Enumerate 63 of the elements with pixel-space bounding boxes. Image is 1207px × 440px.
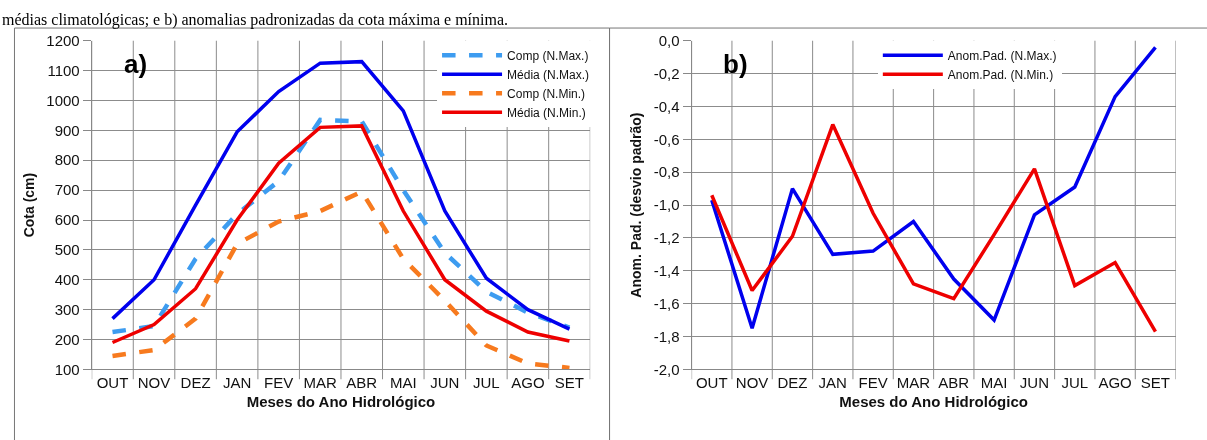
text: médias climatológicas; e b) anomalias padronizadas da cota máxima e mínima. [2, 11, 509, 29]
x-tick-label: AGO [1098, 374, 1132, 392]
y-tick-label: 700 [54, 181, 80, 199]
x-axis-title: Meses do Ano Hidrológico [246, 393, 436, 411]
y-tick-label: 800 [54, 151, 80, 169]
legend-label: Comp (N.Max.) [507, 48, 589, 63]
y-tick-label: 1000 [46, 91, 80, 109]
annotation: b) [723, 49, 748, 79]
x-tick-label: MAR [896, 374, 931, 392]
x-tick-label: MAI [389, 374, 417, 392]
y-tick-label: 0,0 [658, 31, 680, 49]
x-tick-label: JUL [1061, 374, 1089, 392]
line-series [110, 189, 572, 370]
y-tick-label: -1,0 [653, 196, 680, 214]
y-tick-label: 200 [54, 330, 80, 348]
y-tick-label: -1,4 [653, 262, 680, 280]
x-tick-label: FEV [264, 374, 294, 392]
legend-label: Anom.Pad. (N.Max.) [947, 48, 1057, 63]
x-tick-label: JAN [222, 374, 252, 392]
legend-label: Média (N.Min.) [507, 105, 586, 120]
x-tick-label: DEZ [180, 374, 211, 392]
x-tick-label: OUT [96, 374, 129, 392]
y-tick-label: -0,8 [653, 163, 680, 181]
annotation: a) [124, 49, 148, 79]
x-tick-label: JAN [818, 374, 847, 392]
line-series [710, 45, 1158, 331]
y-axis-title: Cota (cm) [20, 172, 37, 238]
x-tick-label: AGO [511, 374, 545, 392]
x-tick-label: MAR [303, 374, 338, 392]
x-axis-title: Meses do Ano Hidrológico [839, 393, 1028, 411]
y-tick-label: 500 [54, 241, 80, 259]
y-tick-label: -1,6 [653, 294, 680, 312]
y-tick-label: -2,0 [653, 360, 680, 378]
x-tick-label: MAI [980, 374, 1008, 392]
x-tick-label: JUN [430, 374, 460, 392]
y-tick-label: 600 [54, 211, 80, 229]
x-tick-label: JUL [473, 374, 500, 392]
line-series [710, 122, 1158, 334]
y-tick-label: 900 [54, 121, 80, 139]
y-tick-label: 400 [54, 271, 80, 289]
y-tick-label: -1,2 [653, 229, 680, 247]
legend-label: Média (N.Max.) [507, 67, 590, 82]
legend-label: Comp (N.Min.) [507, 86, 586, 101]
y-tick-label: 1200 [46, 31, 80, 49]
x-tick-label: NOV [137, 374, 171, 392]
x-tick-label: DEZ [777, 374, 808, 392]
y-tick-label: 100 [54, 360, 80, 378]
y-tick-label: -0,4 [653, 97, 680, 115]
y-axis-title: Anom. Pad. (desvio padrão) [628, 112, 645, 298]
x-tick-label: OUT [695, 374, 728, 392]
x-tick-label: ABR [346, 374, 378, 392]
x-tick-label: ABR [938, 374, 970, 392]
y-tick-label: 300 [54, 300, 80, 318]
x-tick-label: SET [1140, 374, 1171, 392]
x-tick-label: SET [554, 374, 585, 392]
y-tick-label: 1100 [47, 61, 80, 79]
legend-label: Anom.Pad. (N.Min.) [947, 67, 1054, 82]
y-tick-label: -1,8 [653, 327, 680, 345]
y-tick-label: -0,6 [653, 130, 680, 148]
x-tick-label: FEV [858, 374, 888, 392]
y-tick-label: -0,2 [653, 64, 680, 82]
x-tick-label: NOV [735, 374, 769, 392]
x-tick-label: JUN [1019, 374, 1050, 392]
